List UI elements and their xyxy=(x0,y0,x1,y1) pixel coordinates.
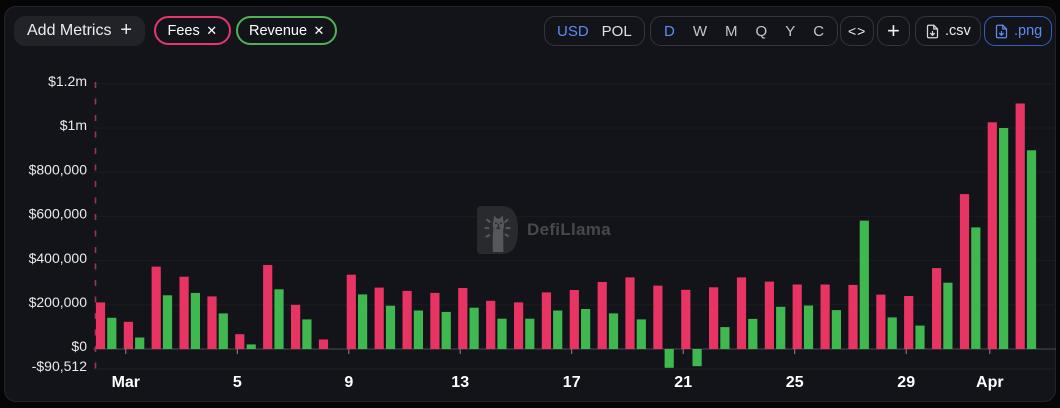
svg-text:$400,000: $400,000 xyxy=(29,250,88,266)
svg-text:$1m: $1m xyxy=(60,117,87,133)
svg-text:13: 13 xyxy=(451,374,469,391)
svg-text:29: 29 xyxy=(897,374,915,391)
svg-text:21: 21 xyxy=(674,374,692,391)
svg-text:17: 17 xyxy=(563,374,581,391)
svg-text:$600,000: $600,000 xyxy=(29,206,88,222)
svg-text:9: 9 xyxy=(344,374,353,391)
svg-text:$200,000: $200,000 xyxy=(29,294,88,310)
svg-text:$1.2m: $1.2m xyxy=(48,73,87,89)
svg-text:-$90,512: -$90,512 xyxy=(32,358,87,374)
svg-text:Apr: Apr xyxy=(976,374,1004,391)
svg-text:25: 25 xyxy=(786,374,804,391)
svg-text:5: 5 xyxy=(233,374,242,391)
svg-text:$800,000: $800,000 xyxy=(29,161,88,177)
svg-text:Mar: Mar xyxy=(112,374,140,391)
svg-text:$0: $0 xyxy=(71,338,87,354)
